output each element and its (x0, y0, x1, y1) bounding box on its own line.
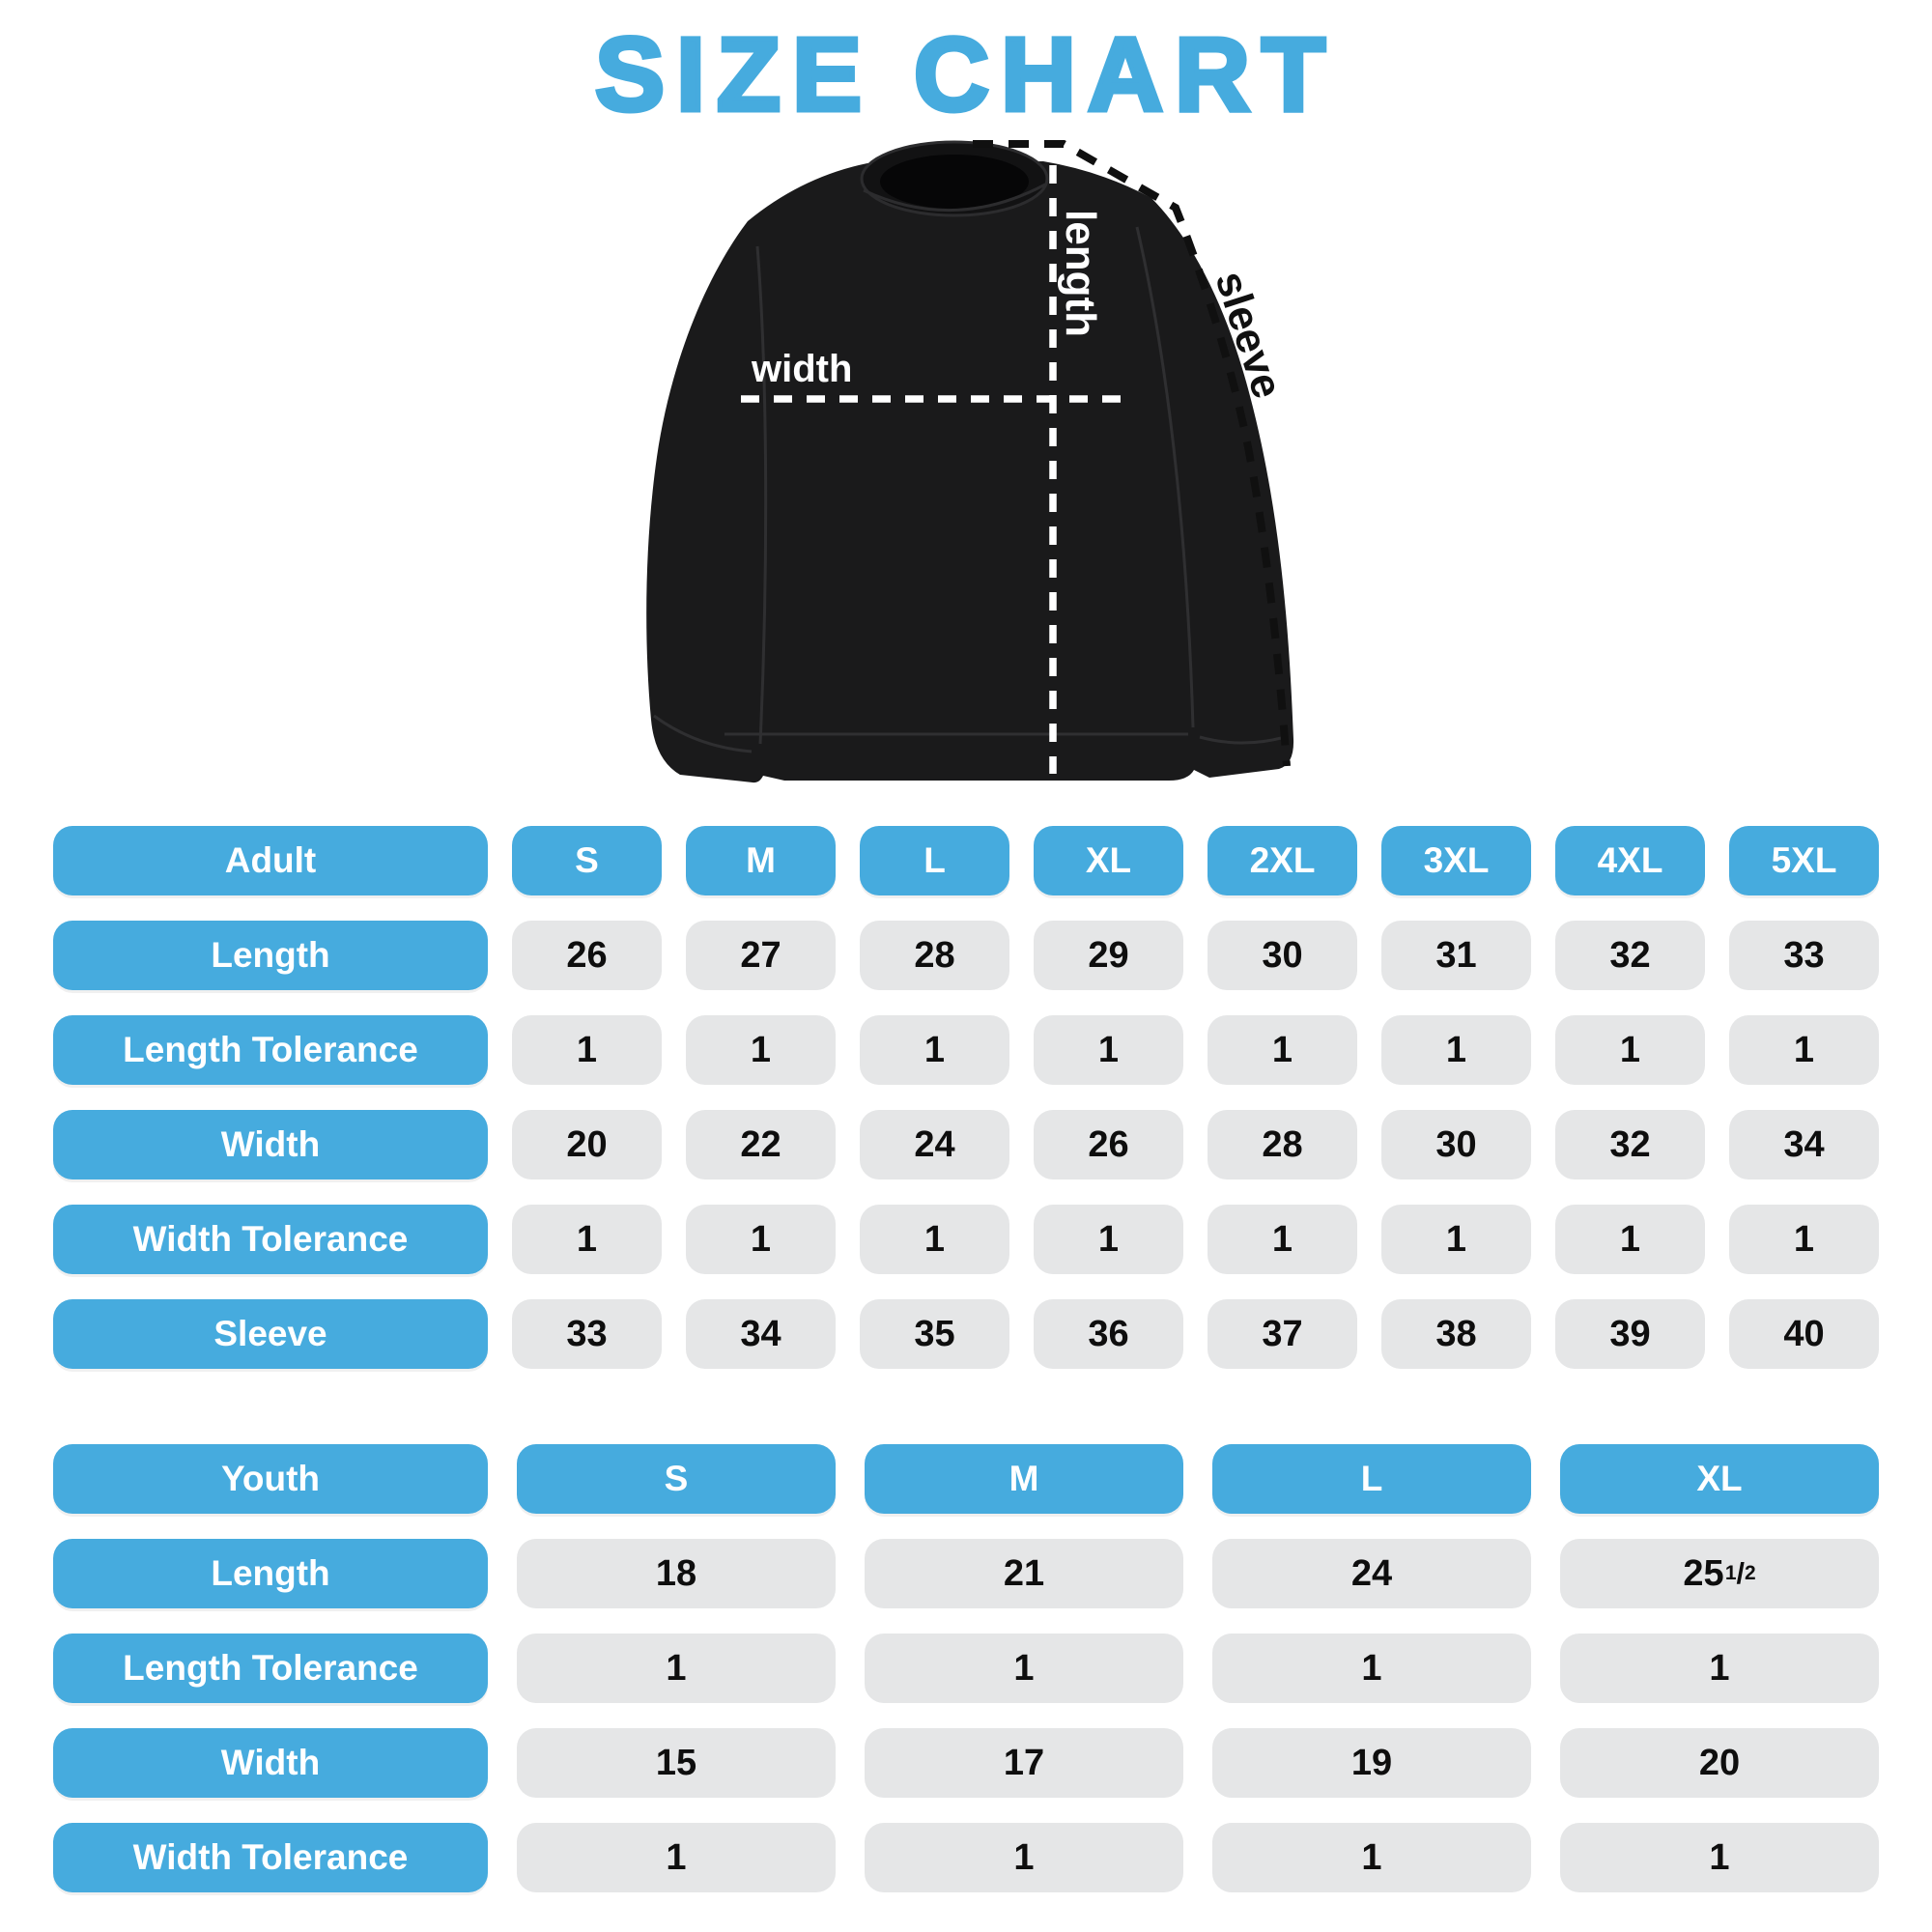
value-cell: 1 (686, 1015, 836, 1085)
column-header: M (686, 826, 836, 895)
row-label: Width (53, 1728, 488, 1798)
value-cell: 32 (1555, 921, 1705, 990)
row-label: Width (53, 1110, 488, 1179)
sweatshirt-diagram: width length sleeve (560, 101, 1372, 807)
value-cell: 27 (686, 921, 836, 990)
page-title: SIZE CHART (593, 14, 1337, 135)
sleeve-measure-line (973, 140, 1291, 767)
value-cell: 15 (517, 1728, 836, 1798)
value-cell: 1 (1034, 1015, 1183, 1085)
row-label: Length Tolerance (53, 1015, 488, 1085)
value-cell: 1 (860, 1205, 1009, 1274)
collar-seam (863, 183, 1046, 213)
value-cell: 1 (1212, 1823, 1531, 1892)
value-cell: 1 (1555, 1205, 1705, 1274)
sweatshirt-body (646, 161, 1294, 783)
collar-inner (880, 155, 1029, 209)
column-header: 2XL (1208, 826, 1357, 895)
value-cell: 1 (1729, 1205, 1879, 1274)
value-cell: 37 (1208, 1299, 1357, 1369)
value-cell: 26 (512, 921, 662, 990)
value-cell: 1 (686, 1205, 836, 1274)
column-header: S (517, 1444, 836, 1514)
column-header: XL (1034, 826, 1183, 895)
value-cell: 24 (1212, 1539, 1531, 1608)
row-label: Length (53, 1539, 488, 1608)
youth-size-table: Youth S M L XL Length 18 21 24 25 1/2 Length Tolera… (53, 1444, 1879, 1892)
row-label: Width Tolerance (53, 1205, 488, 1274)
value-cell: 1 (517, 1634, 836, 1703)
row-label: Length (53, 921, 488, 990)
value-cell: 32 (1555, 1110, 1705, 1179)
value-cell: 21 (865, 1539, 1183, 1608)
table-corner-header: Adult (53, 826, 488, 895)
column-header: 5XL (1729, 826, 1879, 895)
value-cell: 33 (1729, 921, 1879, 990)
table-corner-header: Youth (53, 1444, 488, 1514)
value-cell: 24 (860, 1110, 1009, 1179)
value-cell: 35 (860, 1299, 1009, 1369)
value-cell: 1 (860, 1015, 1009, 1085)
value-cell: 1 (1212, 1634, 1531, 1703)
value-cell: 22 (686, 1110, 836, 1179)
row-label: Sleeve (53, 1299, 488, 1369)
value-cell: 20 (512, 1110, 662, 1179)
value-cell: 1 (1560, 1823, 1879, 1892)
value-cell: 19 (1212, 1728, 1531, 1798)
column-header: 4XL (1555, 826, 1705, 895)
value-cell: 39 (1555, 1299, 1705, 1369)
value-cell: 28 (860, 921, 1009, 990)
adult-size-table: Adult S M L XL 2XL 3XL 4XL 5XL Length 26 27 28 29 30 31… (53, 826, 1879, 1369)
value-cell: 1 (1560, 1634, 1879, 1703)
value-cell: 31 (1381, 921, 1531, 990)
value-cell: 30 (1381, 1110, 1531, 1179)
value-cell: 1 (1555, 1015, 1705, 1085)
column-header: L (860, 826, 1009, 895)
value-cell: 26 (1034, 1110, 1183, 1179)
value-cell: 1 (512, 1015, 662, 1085)
value-cell: 1 (865, 1634, 1183, 1703)
value-cell: 33 (512, 1299, 662, 1369)
value-cell: 38 (1381, 1299, 1531, 1369)
value-cell: 1 (1381, 1015, 1531, 1085)
value-cell: 1 (1729, 1015, 1879, 1085)
sweatshirt-graphic: width length sleeve (646, 140, 1294, 783)
value-cell: 29 (1034, 921, 1183, 990)
sweatshirt-seams (653, 226, 1286, 753)
row-label: Width Tolerance (53, 1823, 488, 1892)
column-header: S (512, 826, 662, 895)
value-cell: 34 (1729, 1110, 1879, 1179)
column-header: 3XL (1381, 826, 1531, 895)
value-cell: 18 (517, 1539, 836, 1608)
value-cell: 1 (865, 1823, 1183, 1892)
value-cell: 30 (1208, 921, 1357, 990)
row-label: Length Tolerance (53, 1634, 488, 1703)
value-cell: 1 (1381, 1205, 1531, 1274)
value-cell: 1 (1208, 1015, 1357, 1085)
value-cell: 20 (1560, 1728, 1879, 1798)
value-cell: 28 (1208, 1110, 1357, 1179)
value-cell: 1 (1208, 1205, 1357, 1274)
value-cell: 40 (1729, 1299, 1879, 1369)
value-cell: 1 (1034, 1205, 1183, 1274)
value-cell: 36 (1034, 1299, 1183, 1369)
length-label: length (1057, 210, 1104, 337)
column-header: M (865, 1444, 1183, 1514)
width-label: width (751, 348, 852, 390)
value-cell: 17 (865, 1728, 1183, 1798)
value-cell: 1 (512, 1205, 662, 1274)
column-header: L (1212, 1444, 1531, 1514)
value-cell: 1 (517, 1823, 836, 1892)
column-header: XL (1560, 1444, 1879, 1514)
value-cell: 25 1/2 (1560, 1539, 1879, 1608)
value-cell: 34 (686, 1299, 836, 1369)
